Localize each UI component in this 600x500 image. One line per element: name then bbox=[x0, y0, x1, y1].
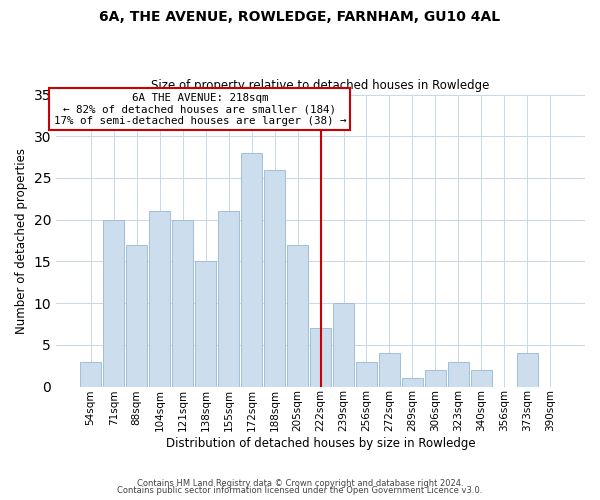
Bar bbox=[241, 153, 262, 386]
Bar bbox=[80, 362, 101, 386]
Bar bbox=[425, 370, 446, 386]
X-axis label: Distribution of detached houses by size in Rowledge: Distribution of detached houses by size … bbox=[166, 437, 475, 450]
Text: Contains HM Land Registry data © Crown copyright and database right 2024.: Contains HM Land Registry data © Crown c… bbox=[137, 478, 463, 488]
Title: Size of property relative to detached houses in Rowledge: Size of property relative to detached ho… bbox=[151, 79, 490, 92]
Bar bbox=[195, 262, 216, 386]
Bar bbox=[126, 244, 147, 386]
Bar bbox=[333, 303, 354, 386]
Text: 6A THE AVENUE: 218sqm
← 82% of detached houses are smaller (184)
17% of semi-det: 6A THE AVENUE: 218sqm ← 82% of detached … bbox=[53, 92, 346, 126]
Bar bbox=[149, 212, 170, 386]
Text: Contains public sector information licensed under the Open Government Licence v3: Contains public sector information licen… bbox=[118, 486, 482, 495]
Bar bbox=[448, 362, 469, 386]
Bar bbox=[356, 362, 377, 386]
Bar bbox=[103, 220, 124, 386]
Y-axis label: Number of detached properties: Number of detached properties bbox=[15, 148, 28, 334]
Text: 6A, THE AVENUE, ROWLEDGE, FARNHAM, GU10 4AL: 6A, THE AVENUE, ROWLEDGE, FARNHAM, GU10 … bbox=[100, 10, 500, 24]
Bar bbox=[172, 220, 193, 386]
Bar bbox=[402, 378, 423, 386]
Bar bbox=[310, 328, 331, 386]
Bar bbox=[218, 212, 239, 386]
Bar bbox=[264, 170, 285, 386]
Bar bbox=[517, 353, 538, 386]
Bar bbox=[379, 353, 400, 386]
Bar bbox=[471, 370, 492, 386]
Bar bbox=[287, 244, 308, 386]
